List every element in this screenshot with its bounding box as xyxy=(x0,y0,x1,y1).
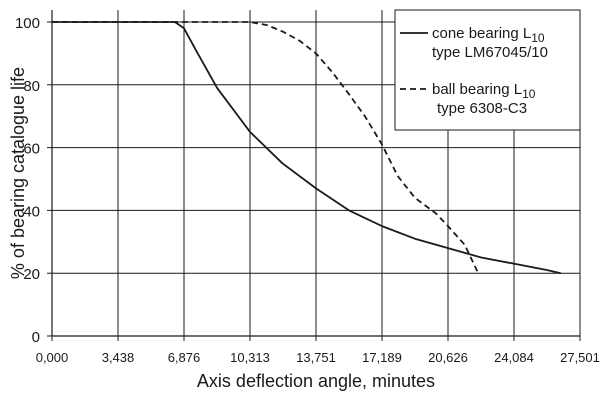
y-tick-label: 80 xyxy=(23,78,40,95)
legend-label-cone-bearing: cone bearing L10 xyxy=(432,25,545,45)
tick-labels: 0,000 3,438 6,876 10,313 13,751 17,189 20,626 2… xyxy=(15,15,600,365)
y-tick-label: 60 xyxy=(23,141,40,158)
x-tick-label: 0,000 xyxy=(36,350,69,365)
x-tick-label: 20,626 xyxy=(428,350,468,365)
legend-label-ball-bearing: ball bearing L10 xyxy=(432,81,536,101)
legend-label-ball-bearing-type: type 6308-C3 xyxy=(437,100,527,117)
series-line-cone-bearing xyxy=(52,21,562,275)
x-tick-label: 10,313 xyxy=(230,350,270,365)
x-tick-label: 24,084 xyxy=(494,350,534,365)
legend-label-cone-bearing-subscript: 10 xyxy=(531,31,545,45)
plot-axes xyxy=(47,10,581,341)
y-tick-label: 20 xyxy=(23,266,40,283)
y-tick-label: 0 xyxy=(32,329,40,346)
series-line-ball-bearing xyxy=(52,21,480,274)
legend: cone bearing L10 type LM67045/10 ball be… xyxy=(394,9,581,131)
legend-label-ball-bearing-subscript: 10 xyxy=(522,87,536,101)
x-tick-label: 27,501 xyxy=(560,350,600,365)
data-series xyxy=(52,21,562,275)
x-tick-label: 17,189 xyxy=(362,350,402,365)
x-tick-label: 6,876 xyxy=(168,350,201,365)
y-tick-label: 40 xyxy=(23,203,40,220)
legend-label-cone-bearing-type: type LM67045/10 xyxy=(432,44,548,61)
legend-label-cone-bearing-name: cone bearing L xyxy=(432,25,531,42)
x-tick-label: 3,438 xyxy=(102,350,135,365)
y-tick-label: 100 xyxy=(15,15,40,32)
legend-label-ball-bearing-name: ball bearing L xyxy=(432,81,522,98)
y-axis-title: % of bearing catalogue life xyxy=(8,67,28,279)
x-axis-title: Axis deflection angle, minutes xyxy=(197,371,435,391)
legend-box xyxy=(394,9,581,131)
x-tick-label: 13,751 xyxy=(296,350,336,365)
